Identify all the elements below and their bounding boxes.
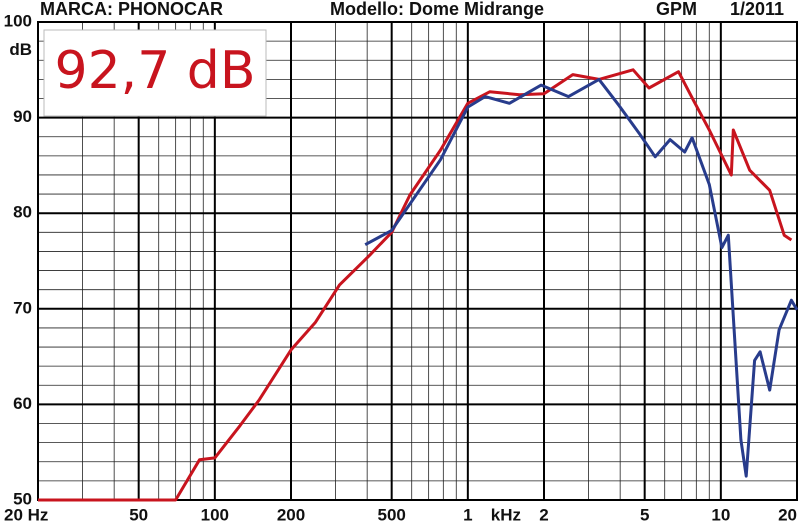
- response-curve: [38, 68, 793, 502]
- header-date: 1/2011: [730, 0, 784, 19]
- y-label-bg: [0, 40, 36, 61]
- y-tick-label: 60: [13, 394, 32, 413]
- x-tick-label: 500: [377, 505, 405, 524]
- x-tick-label: 10: [711, 505, 730, 524]
- x-unit-label: kHz: [491, 505, 521, 524]
- x-tick-label: 200: [277, 505, 305, 524]
- header-brand: MARCA: PHONOCAR: [40, 0, 223, 19]
- x-tick-label: 20: [778, 505, 797, 524]
- annotation-box: [43, 29, 267, 117]
- x-tick-label: 50: [129, 505, 148, 524]
- plot-frame: [37, 21, 798, 501]
- x-tick-label: 100: [201, 505, 229, 524]
- header-model: Modello: Dome Midrange: [330, 0, 544, 19]
- x-tick-label: 1: [463, 505, 472, 524]
- y-tick-label: 70: [13, 298, 32, 317]
- y-tick-label: 50: [13, 489, 32, 508]
- y-tick-label: 90: [13, 107, 32, 126]
- x-tick-label: 2: [539, 505, 548, 524]
- y-label: dB: [9, 40, 32, 59]
- x-tick-label: 20 Hz: [4, 505, 48, 524]
- annotation: 92,7 dB: [55, 41, 256, 101]
- x-tick-label: 5: [640, 505, 649, 524]
- response-curve: [364, 77, 799, 478]
- header-lab: GPM: [656, 0, 697, 19]
- y-tick-label: 100: [4, 11, 32, 30]
- y-tick-label: 80: [13, 203, 32, 222]
